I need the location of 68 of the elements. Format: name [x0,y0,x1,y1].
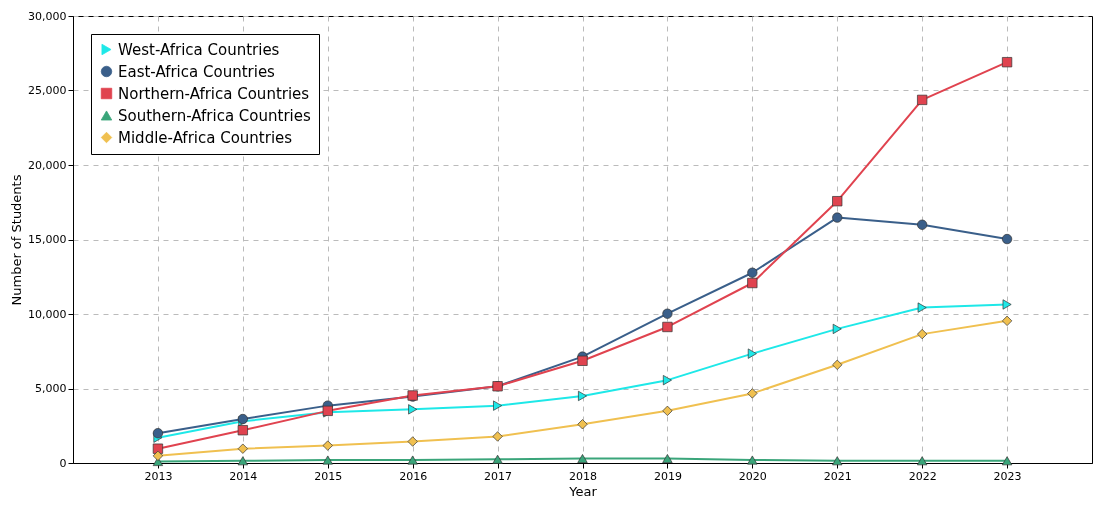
x-tick-label: 2018 [569,469,597,483]
point [237,443,248,454]
x-tick-label: 2023 [993,469,1022,483]
point [237,456,248,466]
point [577,454,588,463]
x-tick-label: 2020 [738,469,767,483]
point [492,454,503,464]
point [577,419,588,430]
x-tick-label: 2019 [653,469,682,483]
point [408,404,418,415]
point [152,443,164,454]
point [1001,456,1013,466]
point [1001,57,1013,68]
legend-label: Southern-Africa Countries [118,106,311,125]
x-tick-label: 2021 [823,469,852,483]
point [237,425,248,436]
point [662,321,673,333]
point [832,196,843,207]
y-tick-label: 30,000 [28,9,67,23]
point [662,454,673,463]
point [577,355,588,366]
point [917,302,927,313]
point [492,431,503,442]
x-tick-label: 2015 [314,469,343,483]
point [152,428,164,439]
point [917,219,928,230]
x-tick-label: 2016 [399,469,428,483]
point [1002,299,1012,310]
point [747,277,758,289]
point [662,308,673,319]
legend-label: West-Africa Countries [118,40,280,59]
x-tick-label: 2017 [484,469,513,483]
point [747,267,758,278]
point [662,375,672,386]
y-axis-title: Number of Students [9,174,25,306]
point [747,455,758,465]
point [1001,315,1013,326]
point [407,436,418,447]
x-tick-label: 2022 [908,469,937,483]
y-tick-label: 0 [59,456,67,470]
point [1001,233,1013,245]
point [407,455,418,465]
point [832,359,843,370]
point [917,329,928,340]
point [578,390,587,402]
x-tick-label: 2013 [144,469,173,483]
y-tick-label: 20,000 [28,158,67,172]
x-axis-title: Year [568,483,598,499]
x-tick-label: 2014 [229,469,258,483]
point [917,94,928,105]
y-tick-label: 10,000 [28,307,67,321]
y-tick-label: 15,000 [28,233,67,246]
point [152,450,164,461]
y-tick-label: 25,000 [28,84,67,97]
point [917,456,928,466]
point [747,388,758,399]
point [832,456,843,466]
point [832,323,842,334]
point [747,348,757,359]
legend-label: Northern-Africa Countries [118,84,310,103]
point [322,455,333,465]
legend-label: East-Africa Countries [118,62,276,81]
y-tick-label: 5,000 [35,382,67,395]
point [493,400,503,411]
point [662,405,673,416]
legend-label: Middle-Africa Countries [118,128,293,147]
point [322,440,333,451]
point [832,212,843,223]
